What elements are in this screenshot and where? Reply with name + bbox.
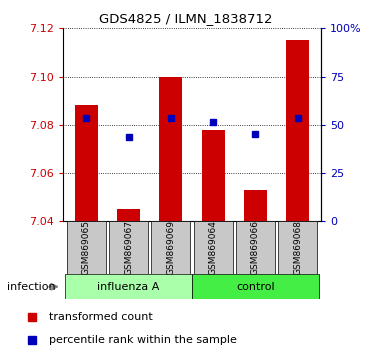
Text: influenza A: influenza A [98,282,160,292]
Bar [159,76,183,221]
Bar [236,221,275,274]
Text: control: control [236,282,275,292]
Text: GSM869067: GSM869067 [124,220,133,275]
Text: transformed count: transformed count [49,312,152,322]
Text: GSM869064: GSM869064 [209,220,218,275]
Bar [151,221,190,274]
Bar [286,40,309,221]
Text: percentile rank within the sample: percentile rank within the sample [49,335,236,346]
Bar [67,221,106,274]
Text: infection: infection [7,282,56,292]
Bar [192,274,319,299]
Text: GSM869068: GSM869068 [293,220,302,275]
Text: GDS4825 / ILMN_1838712: GDS4825 / ILMN_1838712 [99,12,272,25]
Text: GSM869065: GSM869065 [82,220,91,275]
Bar [109,221,148,274]
Bar [65,274,192,299]
Bar [117,209,140,221]
Bar [201,130,225,221]
Bar [75,105,98,221]
Bar [194,221,233,274]
Bar [278,221,317,274]
Text: GSM869066: GSM869066 [251,220,260,275]
Text: GSM869069: GSM869069 [166,220,175,275]
Bar [244,190,267,221]
